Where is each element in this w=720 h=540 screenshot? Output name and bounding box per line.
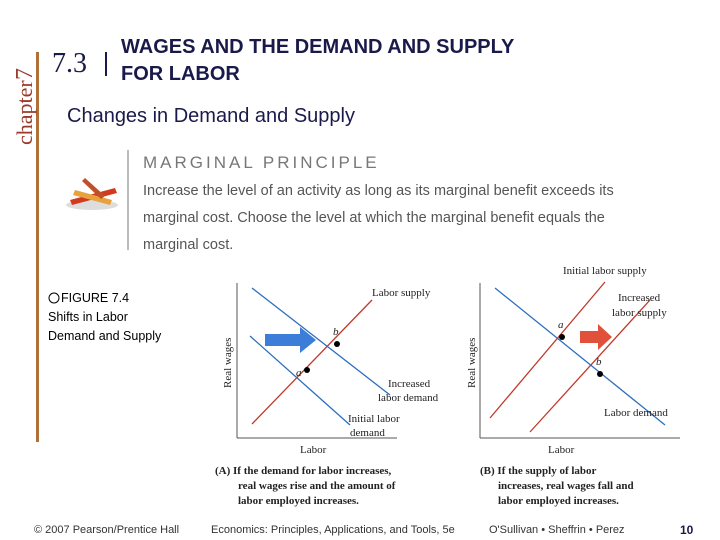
point-label: b: [333, 326, 339, 338]
figure-label: FIGURE 7.4: [61, 291, 129, 305]
panel-caption: labor employed increases.: [238, 495, 359, 507]
chapter-number: 7: [12, 68, 38, 80]
supply-curve: [529, 299, 651, 433]
footer-authors: O'Sullivan • Sheffrin • Perez: [489, 524, 625, 536]
point-label: a: [296, 367, 302, 379]
section-number: 7.3: [52, 48, 87, 79]
panel-caption: labor employed increases.: [498, 495, 619, 507]
footer-credit: © 2007 Pearson/Prentice Hall: [34, 524, 179, 536]
demand-curve: [249, 335, 351, 426]
curve-label: Initial labor supply: [563, 265, 647, 277]
curve-label: Increased: [388, 378, 431, 390]
equilibrium-point: [559, 334, 565, 340]
subtitle: Changes in Demand and Supply: [67, 105, 355, 127]
principle-line: marginal cost. Choose the level at which…: [143, 210, 605, 226]
curve-label: demand: [350, 427, 385, 439]
curve-label: labor demand: [378, 392, 439, 404]
curve-label: Labor demand: [604, 407, 668, 419]
title-line: WAGES AND THE DEMAND AND SUPPLY: [121, 36, 515, 58]
equilibrium-point: [597, 371, 603, 377]
title-line: FOR LABOR: [121, 63, 240, 85]
panel-a: Real wages Labor a b Labor supply Increa…: [215, 283, 439, 507]
principle-heading: MARGINAL PRINCIPLE: [143, 153, 380, 172]
panel-caption: (A) If the demand for labor increases,: [215, 465, 392, 477]
equilibrium-point: [334, 341, 340, 347]
curve-label: Initial labor: [348, 413, 400, 425]
y-axis-label: Real wages: [222, 338, 234, 388]
figure-icon: [48, 292, 60, 304]
y-axis-label: Real wages: [466, 338, 478, 388]
shift-arrow: [265, 327, 316, 353]
curve-label: labor supply: [612, 307, 667, 319]
footer-book: Economics: Principles, Applications, and…: [211, 524, 455, 536]
figure-caption: Shifts in Labor: [48, 310, 128, 324]
point-label: a: [558, 319, 564, 331]
principle-icon: [66, 178, 118, 210]
panel-caption: increases, real wages fall and: [498, 480, 634, 492]
demand-curve: [251, 287, 391, 396]
principle-rule: [127, 150, 129, 250]
sidebar-bar: [36, 52, 39, 442]
principle-line: Increase the level of an activity as lon…: [143, 183, 614, 199]
x-axis-label: Labor: [548, 444, 575, 456]
page-number: 10: [680, 523, 694, 537]
panel-b: Real wages Labor a b Initial labor suppl…: [466, 265, 680, 507]
figure-caption: Demand and Supply: [48, 329, 162, 343]
panel-caption: (B) If the supply of labor: [480, 465, 597, 477]
point-label: b: [596, 356, 602, 368]
principle-line: marginal cost.: [143, 237, 233, 253]
panel-caption: real wages rise and the amount of: [238, 480, 396, 492]
separator: [105, 52, 107, 76]
curve-label: Labor supply: [372, 287, 431, 299]
shift-arrow: [580, 324, 612, 350]
demand-curve: [494, 287, 666, 426]
curve-label: Increased: [618, 292, 661, 304]
chapter-word: chapter: [12, 80, 37, 145]
x-axis-label: Labor: [300, 444, 327, 456]
equilibrium-point: [304, 367, 310, 373]
supply-curve: [489, 281, 606, 419]
supply-curve: [251, 299, 373, 425]
